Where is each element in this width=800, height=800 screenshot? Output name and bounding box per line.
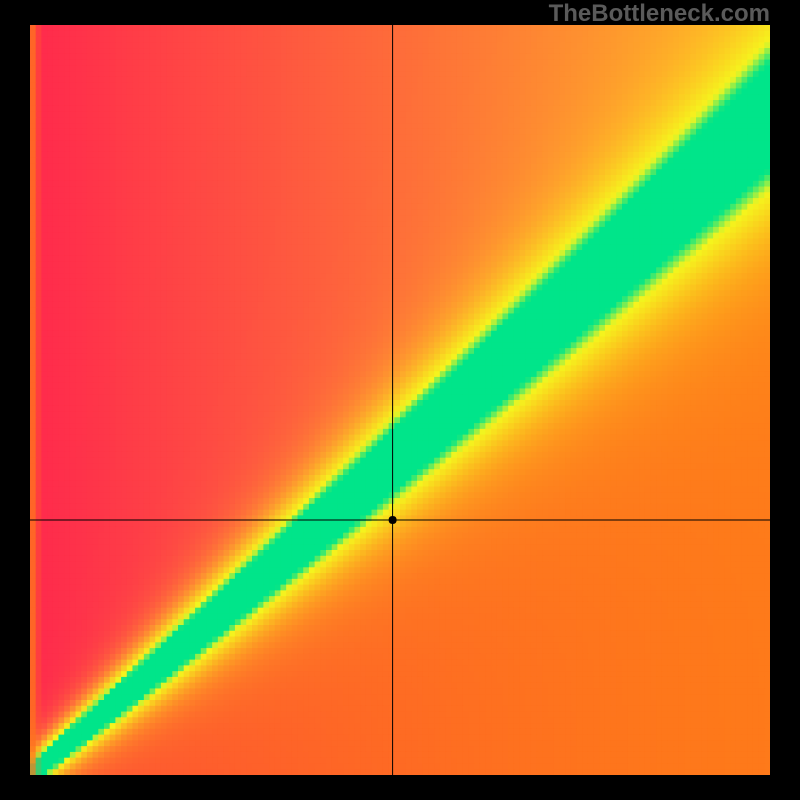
chart-container: TheBottleneck.com [0, 0, 800, 800]
watermark-text: TheBottleneck.com [549, 0, 770, 28]
bottleneck-heatmap [0, 0, 800, 800]
